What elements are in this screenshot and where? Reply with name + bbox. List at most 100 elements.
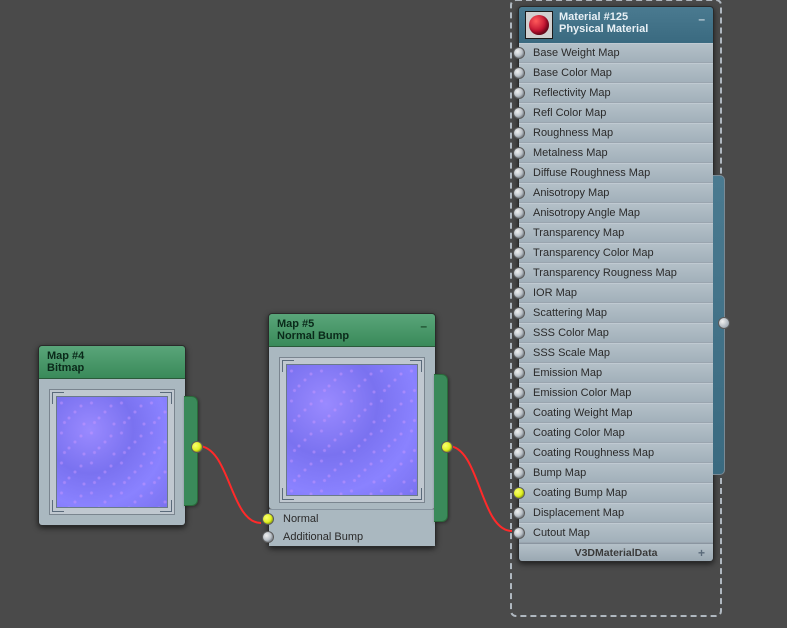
map5-input-normal[interactable]: Normal bbox=[269, 510, 435, 528]
material-slot[interactable]: Coating Color Map bbox=[519, 423, 713, 443]
material-input-socket[interactable] bbox=[513, 167, 525, 179]
material-footer[interactable]: V3DMaterialData + bbox=[519, 543, 713, 561]
material-input-socket[interactable] bbox=[513, 87, 525, 99]
material-slot[interactable]: Scattering Map bbox=[519, 303, 713, 323]
node-map5[interactable]: Map #5 Normal Bump – Normal Additional B… bbox=[268, 313, 436, 547]
map4-body bbox=[39, 379, 185, 525]
material-slot[interactable]: Emission Color Map bbox=[519, 383, 713, 403]
material-slot-label: Coating Roughness Map bbox=[533, 447, 654, 459]
material-slot[interactable]: Transparency Rougness Map bbox=[519, 263, 713, 283]
material-slot[interactable]: Base Weight Map bbox=[519, 43, 713, 63]
material-input-socket[interactable] bbox=[513, 147, 525, 159]
material-input-socket[interactable] bbox=[513, 467, 525, 479]
material-preview-sphere[interactable] bbox=[525, 11, 553, 39]
material-input-socket[interactable] bbox=[513, 347, 525, 359]
material-slot[interactable]: Transparency Color Map bbox=[519, 243, 713, 263]
material-input-socket[interactable] bbox=[513, 287, 525, 299]
material-input-socket[interactable] bbox=[513, 227, 525, 239]
material-slot[interactable]: Coating Weight Map bbox=[519, 403, 713, 423]
material-slot[interactable]: Transparency Map bbox=[519, 223, 713, 243]
minimize-icon[interactable]: – bbox=[420, 319, 427, 333]
map4-title: Map #4 bbox=[47, 350, 177, 362]
material-slot-label: SSS Scale Map bbox=[533, 347, 610, 359]
map5-input-additional-bump[interactable]: Additional Bump bbox=[269, 528, 435, 546]
material-slot-label: Reflectivity Map bbox=[533, 87, 611, 99]
material-slot[interactable]: SSS Color Map bbox=[519, 323, 713, 343]
material-slot-label: Transparency Rougness Map bbox=[533, 267, 677, 279]
material-input-socket[interactable] bbox=[513, 107, 525, 119]
map5-addbump-socket[interactable] bbox=[262, 531, 274, 543]
material-slot-label: Diffuse Roughness Map bbox=[533, 167, 650, 179]
material-input-socket[interactable] bbox=[513, 67, 525, 79]
material-slot-label: Emission Map bbox=[533, 367, 602, 379]
material-input-socket[interactable] bbox=[513, 207, 525, 219]
material-title: Material #125 bbox=[559, 11, 648, 23]
material-input-socket[interactable] bbox=[513, 427, 525, 439]
material-input-socket[interactable] bbox=[513, 487, 525, 499]
material-slot-label: Anisotropy Map bbox=[533, 187, 609, 199]
material-slot[interactable]: Metalness Map bbox=[519, 143, 713, 163]
material-header[interactable]: Material #125 Physical Material – bbox=[519, 7, 713, 43]
material-input-socket[interactable] bbox=[513, 267, 525, 279]
material-input-socket[interactable] bbox=[513, 367, 525, 379]
material-slot-label: Emission Color Map bbox=[533, 387, 631, 399]
material-input-socket[interactable] bbox=[513, 407, 525, 419]
material-slot-label: Scattering Map bbox=[533, 307, 607, 319]
material-slot-label: Coating Bump Map bbox=[533, 487, 627, 499]
minimize-icon[interactable]: – bbox=[698, 12, 705, 26]
material-slot-label: Roughness Map bbox=[533, 127, 613, 139]
material-slots: Base Weight Map Base Color Map Reflectivit… bbox=[519, 43, 713, 543]
map5-subtitle: Normal Bump bbox=[277, 330, 427, 342]
material-slot[interactable]: Base Color Map bbox=[519, 63, 713, 83]
material-input-socket[interactable] bbox=[513, 127, 525, 139]
material-slot-label: Metalness Map bbox=[533, 147, 608, 159]
material-input-socket[interactable] bbox=[513, 47, 525, 59]
plus-icon[interactable]: + bbox=[698, 546, 705, 560]
material-slot[interactable]: Anisotropy Angle Map bbox=[519, 203, 713, 223]
material-slot[interactable]: Cutout Map bbox=[519, 523, 713, 543]
material-slot-label: Coating Color Map bbox=[533, 427, 625, 439]
material-input-socket[interactable] bbox=[513, 387, 525, 399]
material-input-socket[interactable] bbox=[513, 527, 525, 539]
material-subtitle: Physical Material bbox=[559, 23, 648, 35]
material-slot[interactable]: Anisotropy Map bbox=[519, 183, 713, 203]
map5-header[interactable]: Map #5 Normal Bump – bbox=[269, 314, 435, 347]
material-slot-label: Anisotropy Angle Map bbox=[533, 207, 640, 219]
material-slot-label: Displacement Map bbox=[533, 507, 624, 519]
material-slot[interactable]: Coating Bump Map bbox=[519, 483, 713, 503]
material-slot[interactable]: Coating Roughness Map bbox=[519, 443, 713, 463]
map5-normal-socket[interactable] bbox=[262, 513, 274, 525]
node-material[interactable]: Material #125 Physical Material – Base W… bbox=[518, 6, 714, 562]
node-graph-canvas[interactable]: Map #4 Bitmap Map #5 Normal Bump – bbox=[0, 0, 787, 628]
map4-output-socket[interactable] bbox=[191, 441, 203, 453]
material-slot-label: SSS Color Map bbox=[533, 327, 609, 339]
map5-input-label-0: Normal bbox=[283, 513, 318, 525]
material-input-socket[interactable] bbox=[513, 247, 525, 259]
material-input-socket[interactable] bbox=[513, 447, 525, 459]
material-slot[interactable]: SSS Scale Map bbox=[519, 343, 713, 363]
node-map4[interactable]: Map #4 Bitmap bbox=[38, 345, 186, 526]
material-slot[interactable]: Emission Map bbox=[519, 363, 713, 383]
map5-inputs: Normal Additional Bump bbox=[269, 509, 435, 546]
material-input-socket[interactable] bbox=[513, 187, 525, 199]
material-slot[interactable]: Refl Color Map bbox=[519, 103, 713, 123]
material-slot[interactable]: Displacement Map bbox=[519, 503, 713, 523]
map5-output-socket[interactable] bbox=[441, 441, 453, 453]
map5-input-label-1: Additional Bump bbox=[283, 531, 363, 543]
material-input-socket[interactable] bbox=[513, 327, 525, 339]
material-output-socket[interactable] bbox=[718, 317, 730, 329]
map5-thumbnail[interactable] bbox=[279, 357, 425, 503]
material-input-socket[interactable] bbox=[513, 507, 525, 519]
material-slot[interactable]: Roughness Map bbox=[519, 123, 713, 143]
material-slot[interactable]: Reflectivity Map bbox=[519, 83, 713, 103]
material-slot[interactable]: Bump Map bbox=[519, 463, 713, 483]
material-slot[interactable]: IOR Map bbox=[519, 283, 713, 303]
material-slot-label: Transparency Color Map bbox=[533, 247, 654, 259]
material-input-socket[interactable] bbox=[513, 307, 525, 319]
map4-header[interactable]: Map #4 Bitmap bbox=[39, 346, 185, 379]
material-slot-label: Base Color Map bbox=[533, 67, 612, 79]
material-slot[interactable]: Diffuse Roughness Map bbox=[519, 163, 713, 183]
map5-title: Map #5 bbox=[277, 318, 427, 330]
material-slot-label: IOR Map bbox=[533, 287, 577, 299]
map4-thumbnail[interactable] bbox=[49, 389, 175, 515]
